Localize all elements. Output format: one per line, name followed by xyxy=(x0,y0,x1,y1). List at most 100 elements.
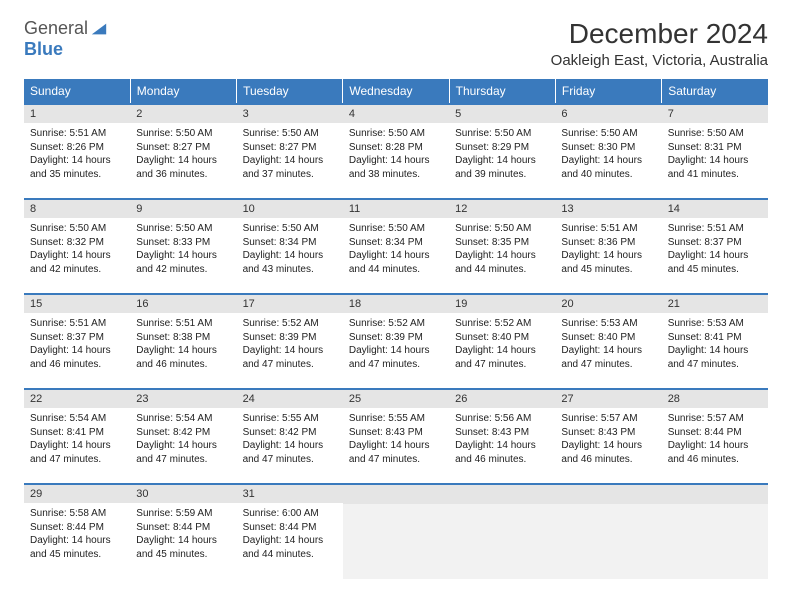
daylight-line: Daylight: 14 hours and 47 minutes. xyxy=(243,344,337,371)
daylight-line: Daylight: 14 hours and 42 minutes. xyxy=(30,249,124,276)
calendar-day-cell: 1Sunrise: 5:51 AMSunset: 8:26 PMDaylight… xyxy=(24,104,130,199)
sunrise-line: Sunrise: 5:55 AM xyxy=(349,412,443,426)
day-content: Sunrise: 5:55 AMSunset: 8:43 PMDaylight:… xyxy=(343,408,449,470)
day-number: 24 xyxy=(237,390,343,408)
day-header-tue: Tuesday xyxy=(237,79,343,104)
calendar-day-cell: 9Sunrise: 5:50 AMSunset: 8:33 PMDaylight… xyxy=(130,199,236,294)
daylight-line: Daylight: 14 hours and 36 minutes. xyxy=(136,154,230,181)
day-number: 7 xyxy=(662,105,768,123)
day-number: 21 xyxy=(662,295,768,313)
sunset-line: Sunset: 8:28 PM xyxy=(349,141,443,155)
calendar-day-cell xyxy=(343,484,449,579)
sunrise-line: Sunrise: 5:50 AM xyxy=(455,127,549,141)
calendar-day-cell: 26Sunrise: 5:56 AMSunset: 8:43 PMDayligh… xyxy=(449,389,555,484)
logo: General Blue xyxy=(24,18,108,60)
sunset-line: Sunset: 8:37 PM xyxy=(668,236,762,250)
daylight-line: Daylight: 14 hours and 46 minutes. xyxy=(455,439,549,466)
day-number: 4 xyxy=(343,105,449,123)
calendar-day-cell: 6Sunrise: 5:50 AMSunset: 8:30 PMDaylight… xyxy=(555,104,661,199)
logo-general-text: General xyxy=(24,18,88,38)
page-title: December 2024 xyxy=(551,18,768,50)
sunset-line: Sunset: 8:42 PM xyxy=(243,426,337,440)
sunset-line: Sunset: 8:34 PM xyxy=(243,236,337,250)
calendar-day-cell: 25Sunrise: 5:55 AMSunset: 8:43 PMDayligh… xyxy=(343,389,449,484)
day-number: 18 xyxy=(343,295,449,313)
sunset-line: Sunset: 8:44 PM xyxy=(136,521,230,535)
sunset-line: Sunset: 8:32 PM xyxy=(30,236,124,250)
calendar-header-row: Sunday Monday Tuesday Wednesday Thursday… xyxy=(24,79,768,104)
sunset-line: Sunset: 8:42 PM xyxy=(136,426,230,440)
sunrise-line: Sunrise: 5:57 AM xyxy=(561,412,655,426)
sunset-line: Sunset: 8:27 PM xyxy=(243,141,337,155)
calendar-day-cell: 12Sunrise: 5:50 AMSunset: 8:35 PMDayligh… xyxy=(449,199,555,294)
calendar-day-cell xyxy=(449,484,555,579)
daylight-line: Daylight: 14 hours and 47 minutes. xyxy=(30,439,124,466)
daylight-line: Daylight: 14 hours and 44 minutes. xyxy=(349,249,443,276)
calendar-week-row: 29Sunrise: 5:58 AMSunset: 8:44 PMDayligh… xyxy=(24,484,768,579)
calendar-day-cell: 8Sunrise: 5:50 AMSunset: 8:32 PMDaylight… xyxy=(24,199,130,294)
day-content: Sunrise: 5:57 AMSunset: 8:43 PMDaylight:… xyxy=(555,408,661,470)
daylight-line: Daylight: 14 hours and 38 minutes. xyxy=(349,154,443,181)
calendar-day-cell: 16Sunrise: 5:51 AMSunset: 8:38 PMDayligh… xyxy=(130,294,236,389)
day-content: Sunrise: 5:52 AMSunset: 8:39 PMDaylight:… xyxy=(237,313,343,375)
daylight-line: Daylight: 14 hours and 44 minutes. xyxy=(455,249,549,276)
sunset-line: Sunset: 8:41 PM xyxy=(668,331,762,345)
sunrise-line: Sunrise: 5:50 AM xyxy=(243,127,337,141)
calendar-day-cell: 29Sunrise: 5:58 AMSunset: 8:44 PMDayligh… xyxy=(24,484,130,579)
sunrise-line: Sunrise: 5:52 AM xyxy=(349,317,443,331)
sunrise-line: Sunrise: 5:53 AM xyxy=(668,317,762,331)
daylight-line: Daylight: 14 hours and 45 minutes. xyxy=(668,249,762,276)
sunrise-line: Sunrise: 5:53 AM xyxy=(561,317,655,331)
day-number: 17 xyxy=(237,295,343,313)
day-number: 19 xyxy=(449,295,555,313)
sunset-line: Sunset: 8:41 PM xyxy=(30,426,124,440)
calendar-week-row: 22Sunrise: 5:54 AMSunset: 8:41 PMDayligh… xyxy=(24,389,768,484)
sunset-line: Sunset: 8:36 PM xyxy=(561,236,655,250)
sunrise-line: Sunrise: 5:51 AM xyxy=(30,127,124,141)
day-number: 27 xyxy=(555,390,661,408)
day-number: 30 xyxy=(130,485,236,503)
sunrise-line: Sunrise: 5:50 AM xyxy=(136,222,230,236)
day-number: 22 xyxy=(24,390,130,408)
daylight-line: Daylight: 14 hours and 46 minutes. xyxy=(136,344,230,371)
day-content: Sunrise: 5:57 AMSunset: 8:44 PMDaylight:… xyxy=(662,408,768,470)
sunrise-line: Sunrise: 5:51 AM xyxy=(136,317,230,331)
calendar-day-cell: 14Sunrise: 5:51 AMSunset: 8:37 PMDayligh… xyxy=(662,199,768,294)
daylight-line: Daylight: 14 hours and 47 minutes. xyxy=(561,344,655,371)
day-number: 15 xyxy=(24,295,130,313)
location-text: Oakleigh East, Victoria, Australia xyxy=(551,52,768,69)
sunset-line: Sunset: 8:26 PM xyxy=(30,141,124,155)
day-content: Sunrise: 5:51 AMSunset: 8:37 PMDaylight:… xyxy=(24,313,130,375)
day-number: 20 xyxy=(555,295,661,313)
daylight-line: Daylight: 14 hours and 43 minutes. xyxy=(243,249,337,276)
calendar-day-cell xyxy=(662,484,768,579)
daylight-line: Daylight: 14 hours and 45 minutes. xyxy=(30,534,124,561)
day-number: 3 xyxy=(237,105,343,123)
sunset-line: Sunset: 8:40 PM xyxy=(561,331,655,345)
day-content: Sunrise: 5:52 AMSunset: 8:39 PMDaylight:… xyxy=(343,313,449,375)
calendar-day-cell: 18Sunrise: 5:52 AMSunset: 8:39 PMDayligh… xyxy=(343,294,449,389)
calendar-day-cell: 10Sunrise: 5:50 AMSunset: 8:34 PMDayligh… xyxy=(237,199,343,294)
calendar-day-cell: 5Sunrise: 5:50 AMSunset: 8:29 PMDaylight… xyxy=(449,104,555,199)
calendar-day-cell: 15Sunrise: 5:51 AMSunset: 8:37 PMDayligh… xyxy=(24,294,130,389)
calendar-day-cell: 31Sunrise: 6:00 AMSunset: 8:44 PMDayligh… xyxy=(237,484,343,579)
sunset-line: Sunset: 8:39 PM xyxy=(243,331,337,345)
calendar-day-cell: 28Sunrise: 5:57 AMSunset: 8:44 PMDayligh… xyxy=(662,389,768,484)
calendar-day-cell: 17Sunrise: 5:52 AMSunset: 8:39 PMDayligh… xyxy=(237,294,343,389)
day-content: Sunrise: 5:50 AMSunset: 8:32 PMDaylight:… xyxy=(24,218,130,280)
sunset-line: Sunset: 8:33 PM xyxy=(136,236,230,250)
daylight-line: Daylight: 14 hours and 45 minutes. xyxy=(561,249,655,276)
daylight-line: Daylight: 14 hours and 41 minutes. xyxy=(668,154,762,181)
logo-blue-text: Blue xyxy=(24,39,63,59)
calendar-day-cell: 22Sunrise: 5:54 AMSunset: 8:41 PMDayligh… xyxy=(24,389,130,484)
day-content: Sunrise: 5:56 AMSunset: 8:43 PMDaylight:… xyxy=(449,408,555,470)
day-header-sun: Sunday xyxy=(24,79,130,104)
calendar-day-cell: 19Sunrise: 5:52 AMSunset: 8:40 PMDayligh… xyxy=(449,294,555,389)
daylight-line: Daylight: 14 hours and 47 minutes. xyxy=(668,344,762,371)
day-number: 11 xyxy=(343,200,449,218)
daylight-line: Daylight: 14 hours and 44 minutes. xyxy=(243,534,337,561)
day-number: 23 xyxy=(130,390,236,408)
sunrise-line: Sunrise: 5:50 AM xyxy=(455,222,549,236)
calendar-day-cell: 24Sunrise: 5:55 AMSunset: 8:42 PMDayligh… xyxy=(237,389,343,484)
logo-triangle-icon xyxy=(90,20,108,38)
